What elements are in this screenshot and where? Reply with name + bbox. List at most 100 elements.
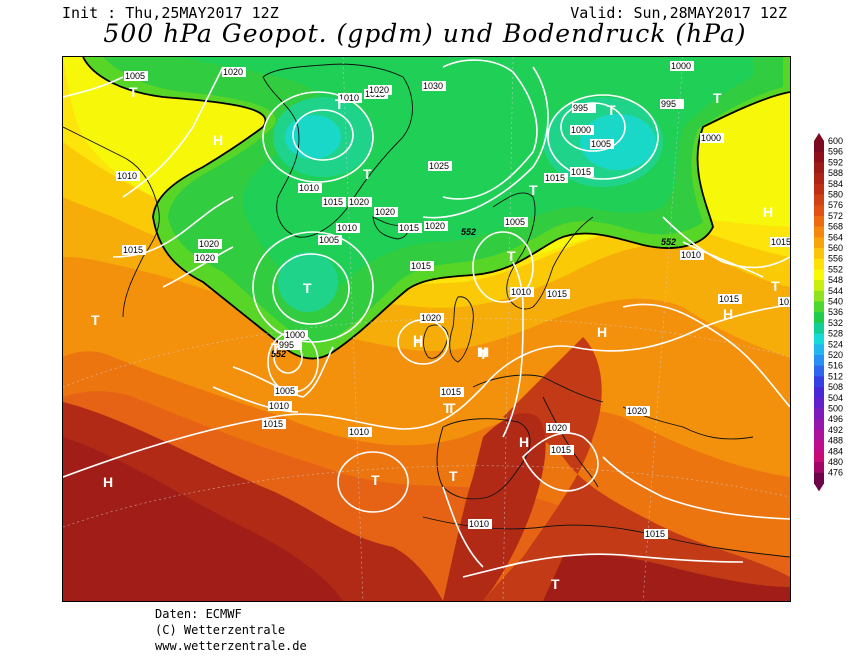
legend-level-label: 540 [828,297,843,307]
pressure-label-bg [440,387,464,397]
legend-level-label: 528 [828,329,843,339]
high-pressure-marker: H [413,332,423,348]
credit-data: Daten: ECMWF [155,607,242,621]
legend-swatch [814,173,824,185]
high-pressure-marker: H [413,334,423,350]
legend-swatch [814,472,824,484]
pressure-label: 1020 [349,197,369,207]
band-592-africa [543,554,790,601]
height-label-552: 552 [271,349,286,359]
pressure-label-bg [124,71,148,81]
isobar-1010-iceland [272,253,350,325]
pressure-label-bg [368,85,392,95]
pressure-label: 1015 [399,223,419,233]
pressure-label-bg [336,223,360,233]
low-pressure-marker: T [771,278,780,294]
legend-swatch [814,344,824,356]
pressure-label-bg [348,427,372,437]
legend-swatch [814,376,824,388]
pressure-label-bg [778,297,790,307]
pressure-label: 1015 [719,294,739,304]
legend-level-label: 508 [828,382,843,392]
pressure-label: 1005 [125,71,145,81]
pressure-label-bg [194,253,218,263]
low-pressure-marker: T [551,576,560,592]
low-pressure-marker: T [443,400,452,416]
pressure-label-bg [700,133,724,143]
legend-arrow-top [814,133,824,141]
valid-time: Valid: Sun,28MAY2017 12Z [570,4,787,22]
legend-swatch [814,365,824,377]
pressure-label: 1000 [285,330,305,340]
pressure-label-bg [278,340,302,350]
pressure-label-bg [298,183,322,193]
pressure-label: 1020 [425,221,445,231]
legend-level-label: 544 [828,286,843,296]
legend-swatch [814,183,824,195]
pressure-label: 1015 [323,197,343,207]
pressure-label: 1015 [547,289,567,299]
pressure-label-bg [122,245,146,255]
isobar-1015-central [502,261,524,438]
britain-coast [449,296,474,363]
pressure-label-bg [374,207,398,217]
pressure-label: 1000 [701,133,721,143]
pressure-label-bg [504,217,528,227]
isobar-1015-east-med [602,456,790,520]
graticule [63,57,790,601]
high-pressure-marker: H [479,344,489,360]
legend-level-label: 564 [828,232,843,242]
pressure-label: 1005 [505,217,525,227]
legend-level-label: 504 [828,393,843,403]
height-label-552: 552 [461,227,476,237]
pressure-label-bg [546,423,570,433]
pressure-label: 1020 [195,253,215,263]
pressure-label: 1020 [375,207,395,217]
pressure-label: 1025 [429,161,449,171]
low-pressure-marker: T [363,166,372,182]
pressure-label: 1020 [369,85,389,95]
pressure-label-bg [670,61,694,71]
pressure-label-bg [626,406,650,416]
pressure-label: 995 [661,99,676,109]
pressure-label: 1015 [571,167,591,177]
pressure-label-bg [420,313,444,323]
pressure-label: 1005 [275,386,295,396]
pressure-label: 1020 [547,423,567,433]
pressure-label-bg [570,167,594,177]
pressure-label: 1015 [545,173,565,183]
legend-level-label: 480 [828,457,843,467]
legend-level-label: 476 [828,468,843,478]
isobar-1000-greenland [292,109,354,161]
weather-map: 1005102010101015102010301000995995100010… [62,56,791,602]
pressure-label-bg [546,289,570,299]
contour-552 [82,57,790,360]
isobars [63,59,790,578]
legend-swatch [814,290,824,302]
low-pressure-marker: T [607,102,616,118]
pressure-label-bg [660,99,684,109]
isobar-1015-south [63,304,790,478]
legend-level-label: 484 [828,446,843,456]
legend-level-label: 580 [828,190,843,200]
legend-level-label: 552 [828,264,843,274]
isobar-1010-africa [502,553,744,568]
legend-swatch [814,429,824,442]
height-label-552: 552 [661,237,676,247]
legend-level-label: 536 [828,307,843,317]
legend-level-label: 524 [828,339,843,349]
low-pressure-marker: T [479,346,488,362]
isobar-1005 [232,346,334,398]
legend-swatch [814,151,824,163]
legend-swatch [814,451,824,463]
legend-swatch [814,355,824,367]
pressure-label: 1010 [511,287,531,297]
isobar-1020-west [162,246,234,288]
pressure-label-bg [410,261,434,271]
low-pressure-marker: T [129,84,138,100]
legend-swatch [814,333,824,345]
legend-swatch [814,248,824,260]
init-time: Init : Thu,25MAY2017 12Z [62,4,279,22]
pressure-label-bg [572,103,596,113]
